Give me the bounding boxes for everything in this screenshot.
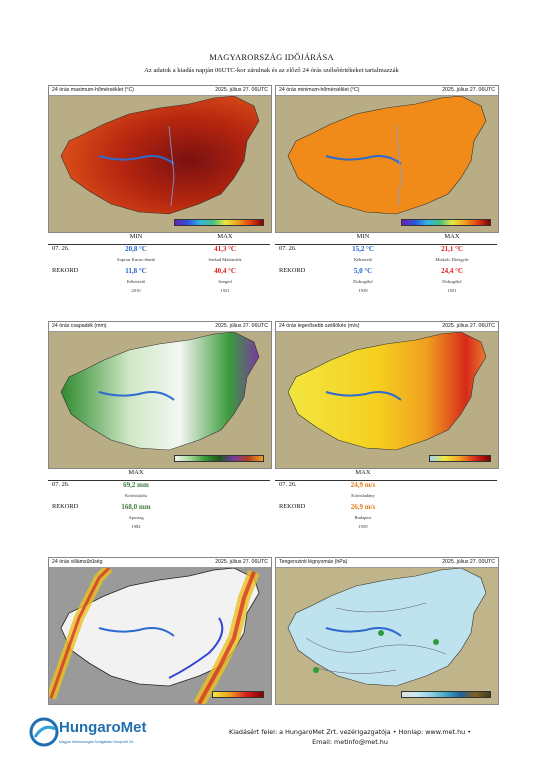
record-label: REKORD — [279, 267, 306, 274]
record-max-value: 24,4 °C — [441, 267, 463, 275]
map-date: 2025. július 27. 06UTC — [215, 323, 268, 329]
color-scale — [401, 691, 491, 698]
map-date: 2025. július 27. 00UTC — [442, 559, 495, 565]
max-temp-stats-table: MIN MAX 07. 26. 20,8 °C Sopron Kuruc-dom… — [48, 233, 270, 293]
record-label: REKORD — [52, 503, 79, 510]
record-min-value: 5,0 °C — [353, 267, 373, 275]
map-date: 2025. július 27. 06UTC — [215, 559, 268, 565]
map-title: 24 órás csapadék (mm) — [52, 323, 107, 329]
max-header: MAX — [180, 233, 270, 245]
sea-level-pressure-map: Tengerszinti légnyomás (hPa) 2025. júliu… — [275, 557, 499, 705]
min-value: 15,2 °C — [352, 245, 374, 253]
page-subtitle: Az adatok a kiadás napján 06UTC-kor záru… — [144, 67, 399, 74]
precipitation-map: 24 órás csapadék (mm) 2025. július 27. 0… — [48, 321, 272, 469]
record-year: 1959 — [358, 524, 368, 529]
max-station: Sarkad Malomfok — [208, 257, 242, 262]
color-scale — [212, 691, 264, 698]
min-temp-stats-table: MIN MAX 07. 26. 15,2 °C Kékestető 21,1 °… — [275, 233, 497, 293]
date-label: 07. 26. — [52, 245, 70, 252]
record-max-station: Szeged — [218, 279, 232, 284]
map-title: Tengerszinti légnyomás (hPa) — [279, 559, 348, 565]
map-header: 24 órás legerősebb széllökés (m/s) 2025.… — [276, 322, 498, 332]
date-label: 07. 26. — [279, 245, 297, 252]
date-label: 07. 26. — [279, 481, 297, 488]
max-header: MAX — [319, 469, 407, 481]
max-value: 69,2 mm — [123, 481, 149, 489]
record-min-value: 11,8 °C — [125, 267, 147, 275]
max-header: MAX — [407, 233, 497, 245]
max-value: 24,9 m/s — [350, 481, 376, 489]
max-temperature-map: 24 órás maximum-hőmérséklet (°C) 2025. j… — [48, 85, 272, 233]
map-date: 2025. július 27. 06UTC — [442, 323, 495, 329]
record-max-year: 1921 — [220, 288, 230, 293]
min-station: Sopron Kuruc-domb — [117, 257, 155, 262]
min-temperature-map: 24 órás minimum-hőmérséklet (°C) 2025. j… — [275, 85, 499, 233]
record-max-year: 1921 — [447, 288, 457, 293]
max-station: Körösladány — [351, 493, 375, 498]
record-label: REKORD — [52, 267, 79, 274]
map-date: 2025. július 27. 06UTC — [215, 87, 268, 93]
wind-gust-map: 24 órás legerősebb széllökés (m/s) 2025.… — [275, 321, 499, 469]
min-header: MIN — [319, 233, 407, 245]
map-header: 24 órás csapadék (mm) 2025. július 27. 0… — [49, 322, 271, 332]
hungaromet-logo: HungaroMet Magyar Meteorológiai Szolgált… — [29, 715, 179, 755]
map-date: 2025. július 27. 06UTC — [442, 87, 495, 93]
max-header: MAX — [92, 469, 180, 481]
min-value: 20,8 °C — [125, 245, 147, 253]
record-max-value: 40,4 °C — [214, 267, 236, 275]
map-header: 24 órás villámsűrűség 2025. július 27. 0… — [49, 558, 271, 568]
max-value: 41,3 °C — [214, 245, 236, 253]
map-title: 24 órás maximum-hőmérséklet (°C) — [52, 87, 134, 93]
color-scale — [174, 455, 264, 462]
map-header: 24 órás minimum-hőmérséklet (°C) 2025. j… — [276, 86, 498, 96]
map-title: 24 órás minimum-hőmérséklet (°C) — [279, 87, 360, 93]
map-header: 24 órás maximum-hőmérséklet (°C) 2025. j… — [49, 86, 271, 96]
map-title: 24 órás legerősebb széllökés (m/s) — [279, 323, 360, 329]
color-scale — [401, 219, 491, 226]
record-label: REKORD — [279, 503, 306, 510]
max-value: 21,1 °C — [441, 245, 463, 253]
record-value: 168,0 mm — [121, 503, 151, 511]
record-year: 1982 — [131, 524, 141, 529]
lightning-density-map: 24 órás villámsűrűség 2025. július 27. 0… — [48, 557, 272, 705]
logo-icon — [29, 717, 59, 747]
map-header: Tengerszinti légnyomás (hPa) 2025. júliu… — [276, 558, 498, 568]
color-scale — [174, 219, 264, 226]
record-station: Apostag — [128, 515, 144, 520]
footer-line-2: Email: metinfo@met.hu — [312, 738, 388, 746]
record-station: Budapest — [354, 515, 372, 520]
min-header: MIN — [92, 233, 180, 245]
max-station: Körösújfalu — [125, 493, 147, 498]
color-scale — [429, 455, 491, 462]
record-min-station: Dobogókő — [353, 279, 373, 284]
record-min-year: 2010 — [131, 288, 141, 293]
min-station: Kékestető — [353, 257, 373, 262]
wind-stats-table: MAX 07. 26. 24,9 m/s Körösladány REKORD … — [275, 469, 497, 529]
map-title: 24 órás villámsűrűség — [52, 559, 103, 565]
record-max-station: Dobogókő — [442, 279, 462, 284]
record-min-station: Kékestető — [126, 279, 146, 284]
record-min-year: 1939 — [358, 288, 368, 293]
precipitation-stats-table: MAX 07. 26. 69,2 mm Körösújfalu REKORD 1… — [48, 469, 270, 529]
logo-name: HungaroMet — [59, 719, 147, 736]
page-title: MAGYARORSZÁG IDŐJÁRÁSA — [209, 52, 334, 62]
record-value: 26,9 m/s — [350, 503, 376, 511]
date-label: 07. 26. — [52, 481, 70, 488]
footer-line-1: Kiadásért felel: a HungaroMet Zrt. vezér… — [229, 728, 471, 736]
max-station: Miskolc Diósgyőr — [435, 257, 469, 262]
logo-tagline: Magyar Meteorológiai Szolgáltató Nonprof… — [59, 740, 135, 744]
footer: Kiadásért felel: a HungaroMet Zrt. vezér… — [200, 727, 500, 747]
